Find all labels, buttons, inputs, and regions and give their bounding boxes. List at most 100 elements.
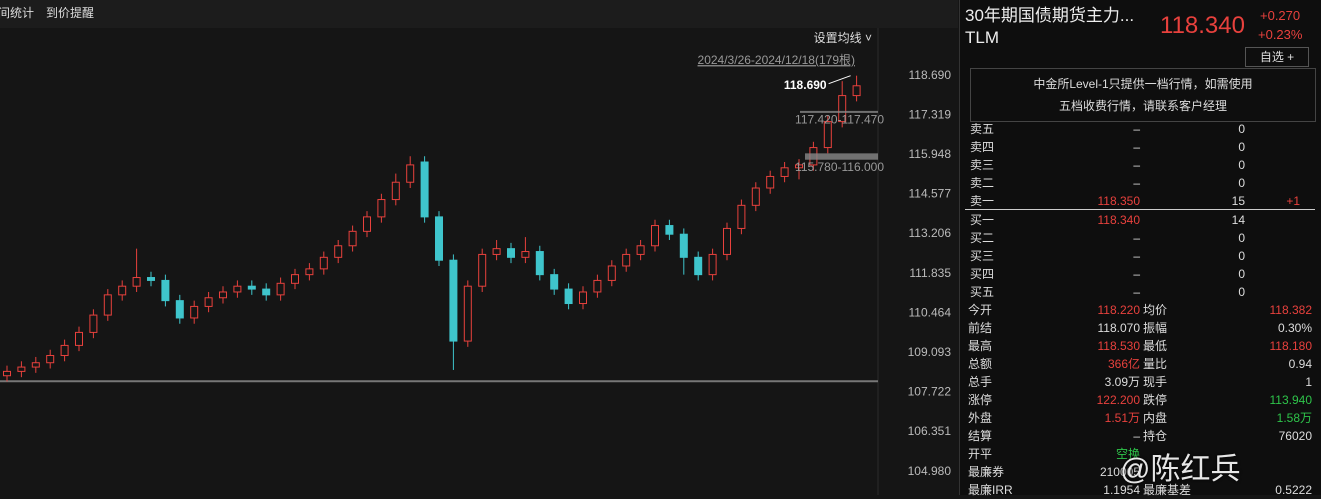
candle-body (478, 253, 487, 287)
candle-body (723, 227, 731, 255)
candle-body (377, 199, 386, 218)
book-label: 买三 (970, 249, 995, 263)
y-tick-label: 118.690 (909, 68, 952, 82)
book-label: 卖三 (970, 158, 995, 172)
stat-label: 最廉券 (968, 465, 1005, 479)
instrument-name: 30年期国债期货主力... (965, 6, 1135, 25)
candle-body (247, 285, 256, 290)
stat-value: 118.382 (1269, 303, 1313, 317)
candle-body (737, 204, 746, 229)
book-volume: 15 (1231, 194, 1245, 208)
book-price: – (1133, 231, 1140, 245)
candle-body (651, 225, 659, 247)
book-label: 买五 (970, 285, 995, 299)
date-range: 2024/3/26-2024/12/18(179根) (698, 53, 855, 67)
candle-body (406, 164, 415, 183)
candle-body (492, 248, 501, 255)
watch-button[interactable]: 自选 + (1245, 47, 1309, 67)
candle-body (535, 251, 544, 276)
candle-body (132, 277, 141, 287)
stat-value: 76020 (1278, 429, 1312, 443)
max-label: 118.690 (784, 78, 827, 92)
candle-body (75, 331, 83, 346)
stat-label: 最廉基差 (1143, 483, 1192, 497)
book-volume: 0 (1238, 249, 1245, 263)
stat-value: 1.51万 (1104, 411, 1140, 425)
candle-body (636, 245, 645, 255)
book-label: 卖四 (970, 140, 995, 154)
stat-value: 210005 (1099, 465, 1140, 479)
stat-value: 0.5222 (1275, 483, 1312, 497)
candle-body (463, 285, 472, 342)
ma-setting[interactable]: 设置均线 ˅ (814, 31, 872, 45)
book-price: 118.340 (1097, 213, 1141, 227)
candle-body (449, 259, 458, 342)
candle-body (147, 277, 155, 281)
stat-value: 366亿 (1107, 357, 1140, 371)
candle-body (3, 370, 11, 377)
change-pct: +0.23% (1258, 27, 1303, 42)
y-tick-label: 111.835 (909, 266, 951, 280)
stat-label: 涨停 (968, 393, 993, 407)
book-volume: 0 (1238, 122, 1245, 136)
candle-body (766, 175, 775, 189)
last-price: 118.340 (1160, 12, 1245, 39)
book-price: – (1133, 122, 1140, 136)
book-price: 118.350 (1097, 194, 1141, 208)
stat-value: 1.1954 (1103, 483, 1140, 497)
candle-body (118, 285, 127, 296)
book-label: 卖五 (970, 122, 995, 136)
stat-value: 113.940 (1269, 393, 1313, 407)
y-tick-label: 107.722 (908, 385, 952, 399)
stat-value: 0.94 (1288, 357, 1312, 371)
candle-body (622, 253, 631, 267)
stat-value: 122.200 (1096, 393, 1140, 407)
candle-body (507, 248, 515, 258)
candle-body (60, 344, 69, 357)
y-tick-label: 110.464 (909, 305, 952, 319)
candle-body (319, 256, 328, 270)
book-label: 买二 (970, 231, 995, 245)
candle-body (679, 233, 688, 258)
book-label: 买一 (970, 213, 995, 227)
candle-body (276, 282, 285, 296)
candle-body (262, 288, 271, 296)
stat-label: 总额 (968, 357, 993, 371)
stat-label: 开平 (968, 447, 993, 461)
stat-label: 前结 (968, 321, 993, 335)
book-volume: 0 (1238, 176, 1245, 190)
tool[interactable]: 到价提醒 (46, 5, 94, 20)
stat-label: 现手 (1143, 375, 1168, 389)
candle-body (89, 314, 98, 333)
stat-label: 最廉IRR (968, 483, 1013, 497)
stat-value: – (1133, 429, 1140, 443)
stat-label: 振幅 (1143, 321, 1168, 335)
candle-body (175, 300, 184, 319)
stat-label: 外盘 (968, 411, 993, 425)
stat-value: 0.30% (1277, 321, 1312, 335)
candle-body (751, 187, 760, 206)
candle-body (161, 279, 170, 302)
candle-body (291, 274, 299, 284)
candle-body (780, 167, 789, 177)
candle-body (708, 253, 717, 276)
y-tick-label: 114.577 (909, 187, 952, 201)
range-box (800, 110, 878, 113)
stat-value: 1.58万 (1276, 411, 1312, 425)
book-label: 卖一 (970, 194, 995, 208)
candle-body (838, 95, 847, 123)
candle-body (550, 274, 559, 290)
quote-panel: 30年期国债期货主力... TLM 118.340 +0.270 +0.23% 自选 + 中… (959, 0, 1321, 497)
candle-body (305, 268, 314, 276)
book-price: – (1133, 267, 1140, 281)
y-tick-label: 113.206 (909, 226, 952, 240)
tool[interactable]: 区间统计 (0, 6, 34, 20)
stat-label: 最低 (1143, 339, 1168, 353)
candle-body (46, 355, 55, 364)
candle-body (665, 225, 674, 235)
max-pointer (828, 75, 851, 85)
candle-body (334, 245, 343, 258)
change: +0.270 (1260, 8, 1301, 23)
stat-value: 118.220 (1097, 303, 1141, 317)
notice-text: 五档收费行情，请联系客户经理 (1058, 99, 1227, 113)
